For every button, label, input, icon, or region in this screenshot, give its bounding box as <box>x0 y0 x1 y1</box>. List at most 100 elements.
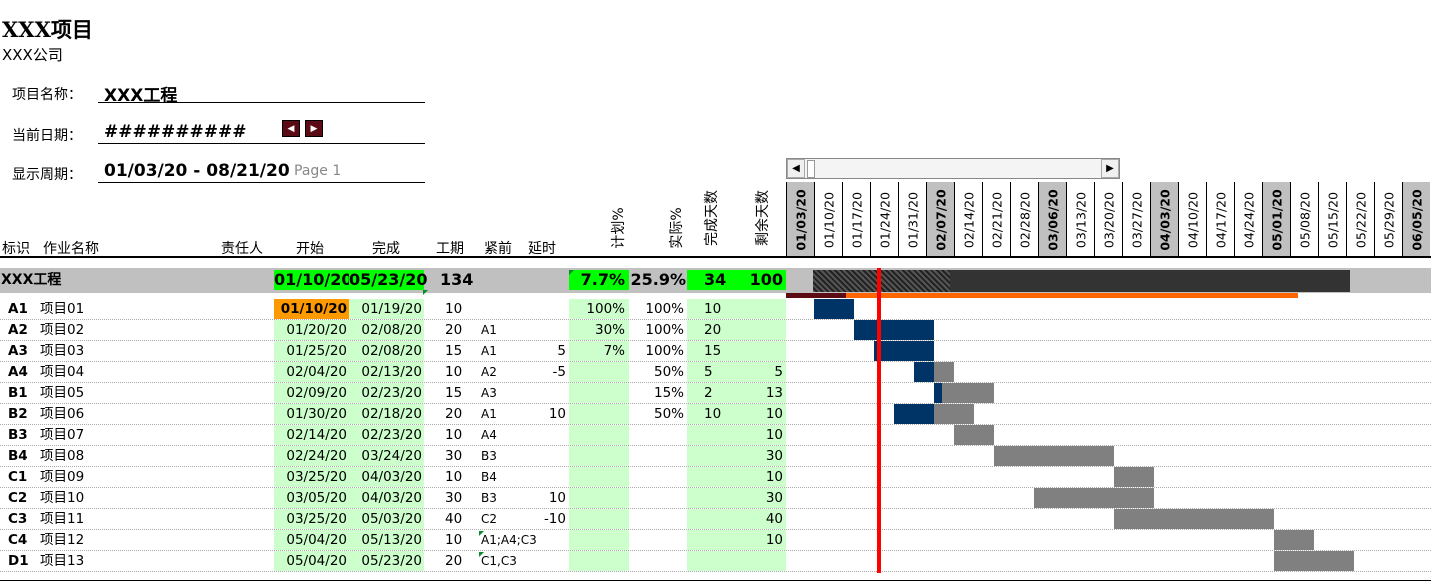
task-row[interactable]: D1 项目13 05/04/20 05/23/20 20 C1,C3 <box>0 551 1431 572</box>
task-row[interactable]: C2 项目10 03/05/20 04/03/20 30 B3 10 30 <box>0 488 1431 509</box>
current-date-label: 当前日期： <box>12 128 82 144</box>
timeline-date-header: 04/03/20 <box>1150 182 1178 257</box>
project-name-value[interactable]: XXX工程 <box>104 86 178 106</box>
gantt-bar-done[interactable] <box>874 341 934 361</box>
task-finish: 02/08/20 <box>349 341 424 361</box>
timeline-date-header: 05/15/20 <box>1318 182 1346 257</box>
current-date-value[interactable]: ########## <box>104 122 247 142</box>
summary-remain-days: 100 <box>749 270 783 289</box>
gantt-bar-remaining[interactable] <box>1274 551 1354 571</box>
timeline-date-label: 01/03/20 <box>793 189 809 251</box>
task-pred: B3 <box>481 491 497 505</box>
prev-period-button[interactable]: ◀ <box>282 120 300 137</box>
timeline-date-header: 01/24/20 <box>870 182 898 257</box>
gantt-bar-done[interactable] <box>934 383 942 403</box>
gantt-bar-done[interactable] <box>914 362 934 382</box>
task-row[interactable]: B2 项目06 01/30/20 02/18/20 20 A1 10 50% 10 10 <box>0 404 1431 425</box>
next-period-button[interactable]: ▶ <box>305 120 323 137</box>
gantt-bar-remaining[interactable] <box>994 446 1114 466</box>
task-start: 05/04/20 <box>274 551 349 571</box>
timeline-scrollbar[interactable]: ◀ ▶ <box>786 158 1120 179</box>
col-header-id: 标识 <box>2 241 30 257</box>
timeline-date-header: 01/10/20 <box>814 182 842 257</box>
task-delay <box>530 551 566 571</box>
task-done-days <box>687 530 786 550</box>
task-name: 项目12 <box>40 532 85 548</box>
timeline-date-label: 06/05/20 <box>1409 189 1425 251</box>
comment-marker-icon <box>479 552 484 557</box>
gantt-bar-remaining[interactable] <box>934 404 974 424</box>
task-plan-pct <box>569 488 629 508</box>
task-row[interactable]: C4 项目12 05/04/20 05/13/20 10 A1;A4;C3 10 <box>0 530 1431 551</box>
gantt-bar-remaining[interactable] <box>1114 467 1154 487</box>
summary-finish: 05/23/20 <box>349 270 428 290</box>
gantt-bar-remaining[interactable] <box>942 383 994 403</box>
gantt-bar-remaining[interactable] <box>1114 509 1274 529</box>
col-header-delay: 延时 <box>528 241 556 257</box>
task-name: 项目01 <box>40 301 85 317</box>
task-finish: 02/18/20 <box>349 404 424 424</box>
task-plan-pct: 7% <box>569 341 629 361</box>
task-actual-pct: 100% <box>645 322 684 338</box>
timeline-date-header: 05/01/20 <box>1262 182 1290 257</box>
scroll-left-arrow-icon[interactable]: ◀ <box>787 159 805 178</box>
task-delay <box>530 299 566 319</box>
task-remain-days <box>740 320 783 340</box>
timeline-date-header: 02/07/20 <box>926 182 954 257</box>
timeline-date-label: 02/07/20 <box>933 189 949 251</box>
task-plan-pct <box>569 509 629 529</box>
task-row[interactable]: A3 项目03 01/25/20 02/08/20 15 A1 5 7% 100% 15 <box>0 341 1431 362</box>
timeline-date-label: 04/03/20 <box>1157 189 1173 251</box>
timeline-date-label: 05/08/20 <box>1297 191 1313 249</box>
task-id: B2 <box>8 406 28 422</box>
task-row[interactable]: A1 项目01 01/10/20 01/19/20 10 100% 100% 10 <box>0 299 1431 320</box>
task-plan-pct <box>569 446 629 466</box>
task-done-days: 20 <box>687 320 786 340</box>
task-duration: 10 <box>445 427 463 443</box>
gantt-bar-remaining[interactable] <box>1274 530 1314 550</box>
task-actual-pct <box>630 446 684 466</box>
task-finish: 02/23/20 <box>349 425 424 445</box>
task-name: 项目13 <box>40 553 85 569</box>
timeline-date-header: 06/05/20 <box>1402 182 1430 257</box>
timeline-date-label: 03/20/20 <box>1101 191 1117 249</box>
task-row[interactable]: A2 项目02 01/20/20 02/08/20 20 A1 30% 100% 20 <box>0 320 1431 341</box>
gantt-bar-done[interactable] <box>894 404 934 424</box>
gantt-bar-remaining[interactable] <box>1034 488 1154 508</box>
task-delay: 10 <box>548 490 566 506</box>
task-pred: A3 <box>481 386 497 400</box>
task-start: 03/05/20 <box>274 488 349 508</box>
task-name: 项目09 <box>40 469 85 485</box>
page-indicator: Page 1 <box>294 163 342 179</box>
task-delay <box>530 467 566 487</box>
task-row[interactable]: C1 项目09 03/25/20 04/03/20 10 B4 10 <box>0 467 1431 488</box>
scroll-right-arrow-icon[interactable]: ▶ <box>1101 159 1119 178</box>
today-line <box>877 268 881 573</box>
task-row[interactable]: B3 项目07 02/14/20 02/23/20 10 A4 10 <box>0 425 1431 446</box>
task-name: 项目07 <box>40 427 85 443</box>
summary-actual-pct: 25.9% <box>630 270 686 289</box>
task-finish: 05/03/20 <box>349 509 424 529</box>
task-id: C2 <box>8 490 28 506</box>
task-row[interactable]: C3 项目11 03/25/20 05/03/20 40 C2 -10 40 <box>0 509 1431 530</box>
scroll-thumb[interactable] <box>807 160 815 178</box>
task-name: 项目06 <box>40 406 85 422</box>
timeline-date-label: 04/10/20 <box>1185 191 1201 249</box>
comment-marker-icon <box>569 270 574 275</box>
task-duration: 10 <box>445 364 463 380</box>
task-row[interactable]: B1 项目05 02/09/20 02/23/20 15 A3 15% 2 13 <box>0 383 1431 404</box>
timeline-date-label: 03/13/20 <box>1073 191 1089 249</box>
task-name: 项目03 <box>40 343 85 359</box>
gantt-bar-remaining[interactable] <box>934 362 954 382</box>
task-start: 03/25/20 <box>274 509 349 529</box>
gantt-bar-done[interactable] <box>854 320 934 340</box>
col-header-name: 作业名称 <box>43 241 99 257</box>
task-row[interactable]: A4 项目04 02/04/20 02/13/20 10 A2 -5 50% 5 5 <box>0 362 1431 383</box>
gantt-bar-done[interactable] <box>814 299 854 319</box>
task-duration: 30 <box>445 448 463 464</box>
task-row[interactable]: B4 项目08 02/24/20 03/24/20 30 B3 30 <box>0 446 1431 467</box>
timeline-date-header: 01/03/20 <box>786 182 814 257</box>
gantt-bar-remaining[interactable] <box>954 425 994 445</box>
task-done-days <box>687 425 786 445</box>
task-start: 01/20/20 <box>274 320 349 340</box>
